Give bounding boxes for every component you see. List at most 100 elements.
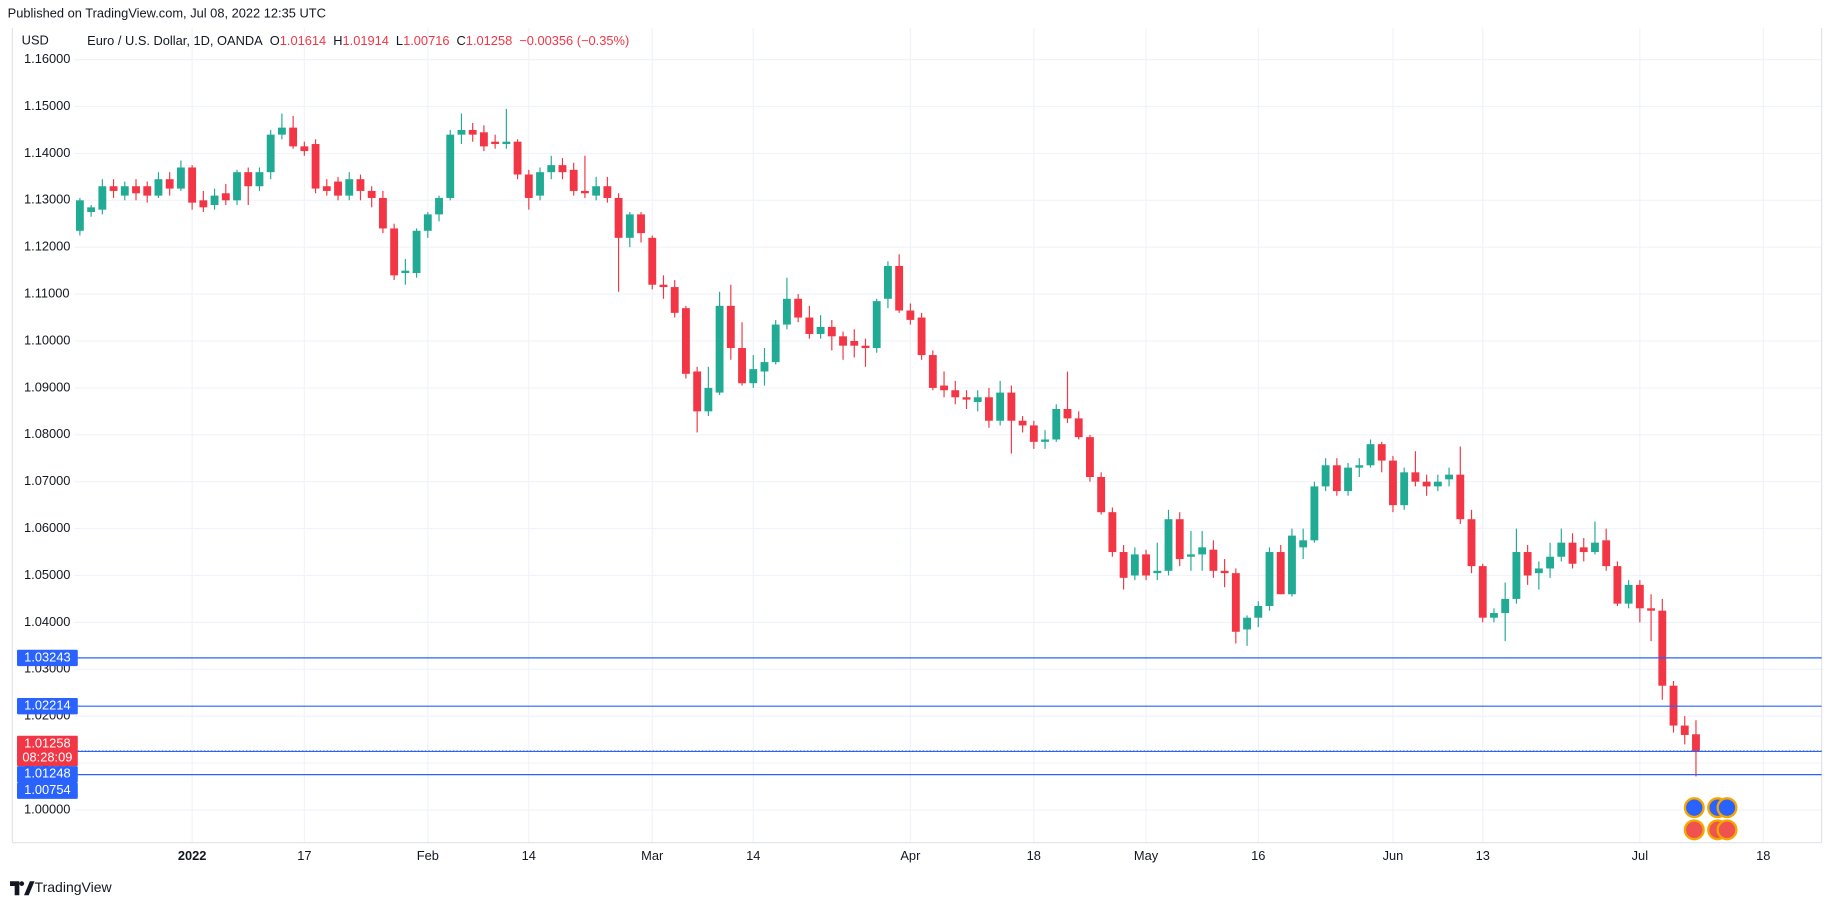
candle-body <box>300 146 309 152</box>
candle-body <box>1209 549 1218 571</box>
price-label: 1.02214 <box>24 698 70 713</box>
candle-body <box>1602 540 1611 567</box>
candle-body <box>962 397 971 400</box>
candle-body <box>401 270 410 273</box>
event-icon <box>1683 797 1705 819</box>
candle-body <box>771 324 780 363</box>
candle-body <box>827 326 836 337</box>
x-tick-label: 14 <box>746 848 760 863</box>
candle-body <box>1568 542 1577 564</box>
candle-body <box>120 186 129 196</box>
candle-body <box>233 172 241 201</box>
candle-body <box>1164 519 1173 571</box>
candle-body <box>513 141 522 175</box>
x-tick-label: 17 <box>297 848 311 863</box>
candle-body <box>805 317 814 334</box>
candle-body <box>782 298 791 325</box>
candle-body <box>1501 598 1510 614</box>
candle-body <box>580 190 589 194</box>
candle-body <box>996 392 1005 421</box>
candle-body <box>1198 547 1207 555</box>
candle-body <box>1018 420 1027 426</box>
candle-body <box>199 200 208 208</box>
candle-body <box>221 193 230 201</box>
change: −0.00356 (−0.35%) <box>519 33 629 48</box>
candle-body <box>390 228 399 276</box>
candle-body <box>423 214 432 231</box>
y-tick-label: 1.11000 <box>24 285 69 300</box>
candle-body <box>1389 460 1397 506</box>
candle-body <box>693 371 702 412</box>
candle-body <box>1119 552 1128 578</box>
candle-body <box>1692 734 1700 751</box>
candle-body <box>726 305 735 349</box>
candle-body <box>1175 519 1184 560</box>
candle-body <box>1456 474 1465 520</box>
candle-body <box>603 186 612 198</box>
candle-body <box>704 387 713 412</box>
price-label: 1.03243 <box>24 649 70 664</box>
candle-body <box>1299 540 1308 548</box>
candle-body <box>289 127 298 147</box>
o-value: 1.01614 <box>280 33 326 48</box>
candle-body <box>1377 444 1386 461</box>
price-label-box <box>17 697 78 715</box>
countdown: 08:28:09 <box>22 749 72 764</box>
candle-body <box>625 214 634 238</box>
price-label-box <box>17 782 78 799</box>
candle-body <box>210 195 219 205</box>
candle-body <box>132 186 140 194</box>
x-tick-label: 13 <box>1476 848 1490 863</box>
candle-body <box>1467 519 1476 567</box>
candle-body <box>412 230 421 273</box>
candle-body <box>648 237 657 285</box>
price-label: 1.01248 <box>24 766 70 781</box>
candle-body <box>884 265 892 299</box>
candle-body <box>1613 566 1622 604</box>
c-label: C <box>457 33 466 48</box>
candle-body <box>1546 556 1555 569</box>
o-label: O <box>270 33 280 48</box>
candle-body <box>1344 467 1352 492</box>
candle-body <box>468 129 477 135</box>
candle-body <box>502 141 511 145</box>
x-tick-label: 2022 <box>178 848 207 863</box>
candle-body <box>255 172 264 187</box>
candle-body <box>1523 552 1532 576</box>
y-tick-label: 1.04000 <box>24 614 70 629</box>
candle-body <box>1411 472 1420 482</box>
x-tick-label: Mar <box>641 848 664 863</box>
candle-body <box>1422 481 1431 487</box>
price-label: 1.01258 <box>24 735 70 750</box>
candle-body <box>670 287 679 313</box>
candle-body <box>1086 437 1094 478</box>
y-tick-label: 1.12000 <box>24 239 70 254</box>
y-tick-label: 1.10000 <box>24 332 70 347</box>
candle-body <box>973 397 982 402</box>
x-tick-label: Apr <box>900 848 921 863</box>
candle-body <box>244 172 253 187</box>
candle-body <box>1097 477 1106 513</box>
x-tick-label: Feb <box>417 848 439 863</box>
legend: Euro / U.S. Dollar, 1D, OANDA O1.01614 H1.… <box>87 33 629 48</box>
candle-body <box>1400 472 1409 506</box>
candle-body <box>491 141 500 145</box>
candle-body <box>1534 568 1543 574</box>
candle-body <box>367 190 376 198</box>
candle-body <box>266 134 275 173</box>
y-tick-label: 1.16000 <box>24 51 70 66</box>
event-icon <box>1683 819 1705 841</box>
candle-body <box>1041 439 1049 442</box>
candle-body <box>1029 425 1038 442</box>
x-tick-label: 18 <box>1027 848 1041 863</box>
candle-body <box>143 186 152 196</box>
candle-body <box>872 301 881 349</box>
event-icon <box>1716 819 1738 841</box>
x-tick-label: May <box>1134 848 1159 863</box>
h-label: H <box>333 33 342 48</box>
y-tick-label: 1.00000 <box>24 801 70 816</box>
x-tick-label: 18 <box>1756 848 1770 863</box>
candle-body <box>334 181 342 196</box>
candle-body <box>1355 465 1364 468</box>
candle-body <box>479 132 488 147</box>
